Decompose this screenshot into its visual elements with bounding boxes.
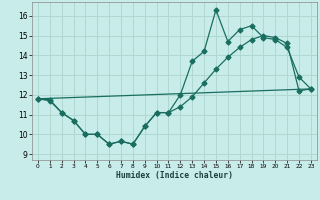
X-axis label: Humidex (Indice chaleur): Humidex (Indice chaleur) [116,171,233,180]
